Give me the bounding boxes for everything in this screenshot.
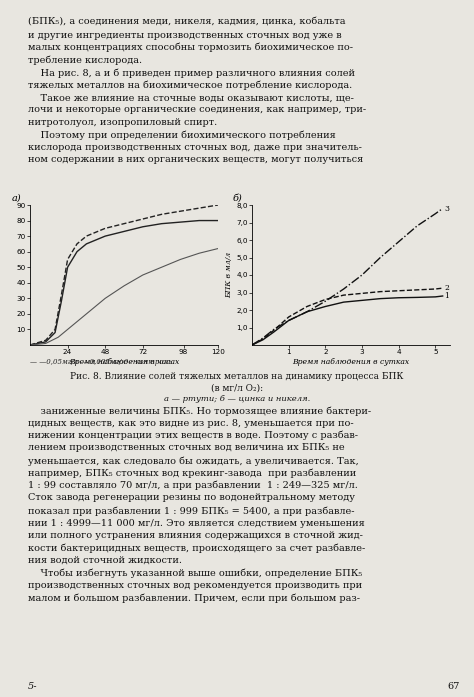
Text: нижении концентрации этих веществ в воде. Поэтому с разбав-: нижении концентрации этих веществ в воде… (28, 431, 358, 441)
Text: производственных сточных вод рекомендуется производить при: производственных сточных вод рекомендует… (28, 581, 362, 590)
Text: тяжелых металлов на биохимическое потребление кислорода.: тяжелых металлов на биохимическое потреб… (28, 80, 352, 90)
Text: Поэтому при определении биохимического потребления: Поэтому при определении биохимического п… (28, 130, 336, 140)
Y-axis label: БПК в мл/л: БПК в мл/л (226, 252, 234, 298)
Text: Такое же влияние на сточные воды оказывают кислоты, ще-: Такое же влияние на сточные воды оказыва… (28, 93, 354, 102)
Text: ния водой сточной жидкости.: ния водой сточной жидкости. (28, 556, 182, 565)
Text: показал при разбавлении 1 : 999 БПК₅ = 5400, а при разбавле-: показал при разбавлении 1 : 999 БПК₅ = 5… (28, 506, 355, 516)
Text: (БПК₅), а соединения меди, никеля, кадмия, цинка, кобальта: (БПК₅), а соединения меди, никеля, кадми… (28, 18, 346, 27)
Text: Сток завода регенерации резины по водонейтральному методу: Сток завода регенерации резины по водоне… (28, 493, 355, 503)
Text: — —0,05мг/л  —0,005мг/л- - контроль: — —0,05мг/л —0,005мг/л- - контроль (30, 358, 172, 366)
Text: лочи и некоторые органические соединения, как например, три-: лочи и некоторые органические соединения… (28, 105, 366, 114)
Text: малых концентрациях способны тормозить биохимическое по-: малых концентрациях способны тормозить б… (28, 43, 353, 52)
Text: а — ртути; б — цинка и никеля.: а — ртути; б — цинка и никеля. (164, 395, 310, 403)
Text: или полного устранения влияния содержащихся в сточной жид-: или полного устранения влияния содержащи… (28, 531, 363, 540)
Text: а): а) (11, 194, 21, 203)
Text: 2: 2 (445, 284, 449, 292)
X-axis label: Время наблюдения в сутках: Время наблюдения в сутках (292, 358, 410, 366)
Text: требление кислорода.: требление кислорода. (28, 56, 142, 65)
Text: б): б) (232, 194, 242, 203)
Text: и другие ингредиенты производственных сточных вод уже в: и другие ингредиенты производственных ст… (28, 31, 342, 40)
Text: нитротолуол, изопропиловый спирт.: нитротолуол, изопропиловый спирт. (28, 118, 217, 127)
Text: кислорода производственных сточных вод, даже при значитель-: кислорода производственных сточных вод, … (28, 143, 362, 152)
Text: 1 : 99 составляло 70 мг/л, а при разбавлении  1 : 249—325 мг/л.: 1 : 99 составляло 70 мг/л, а при разбавл… (28, 481, 358, 491)
Text: ном содержании в них органических веществ, могут получиться: ном содержании в них органических вещест… (28, 155, 363, 164)
Text: 67: 67 (447, 682, 460, 691)
Text: (в мг/л О₂):: (в мг/л О₂): (211, 384, 263, 393)
Text: 1: 1 (445, 292, 449, 300)
Text: кости бактерицидных веществ, происходящего за счет разбавле-: кости бактерицидных веществ, происходяще… (28, 544, 365, 553)
Text: Рис. 8. Влияние солей тяжелых металлов на динамику процесса БПК: Рис. 8. Влияние солей тяжелых металлов н… (70, 372, 404, 381)
Text: Чтобы избегнуть указанной выше ошибки, определение БПК₅: Чтобы избегнуть указанной выше ошибки, о… (28, 569, 362, 578)
Text: лением производственных сточных вод величина их БПК₅ не: лением производственных сточных вод вели… (28, 443, 345, 452)
Text: уменьшается, как следовало бы ожидать, а увеличивается. Так,: уменьшается, как следовало бы ожидать, а… (28, 456, 359, 466)
Text: малом и большом разбавлении. Причем, если при большом раз-: малом и большом разбавлении. Причем, есл… (28, 594, 360, 603)
Text: заниженные величины БПК₅. Но тормозящее влияние бактери-: заниженные величины БПК₅. Но тормозящее … (28, 406, 371, 415)
Text: На рис. 8, а и б приведен пример различного влияния солей: На рис. 8, а и б приведен пример различн… (28, 68, 355, 77)
Text: цидных веществ, как это видне из рис. 8, уменьшается при по-: цидных веществ, как это видне из рис. 8,… (28, 418, 354, 427)
X-axis label: Время наблюдения в часах: Время наблюдения в часах (69, 358, 179, 366)
Text: например, БПК₅ сточных вод крекинг-завода  при разбавлении: например, БПК₅ сточных вод крекинг-завод… (28, 468, 356, 478)
Text: 3: 3 (445, 204, 449, 213)
Text: нии 1 : 4999—11 000 мг/л. Это является следствием уменьшения: нии 1 : 4999—11 000 мг/л. Это является с… (28, 519, 365, 528)
Text: 5-: 5- (28, 682, 37, 691)
